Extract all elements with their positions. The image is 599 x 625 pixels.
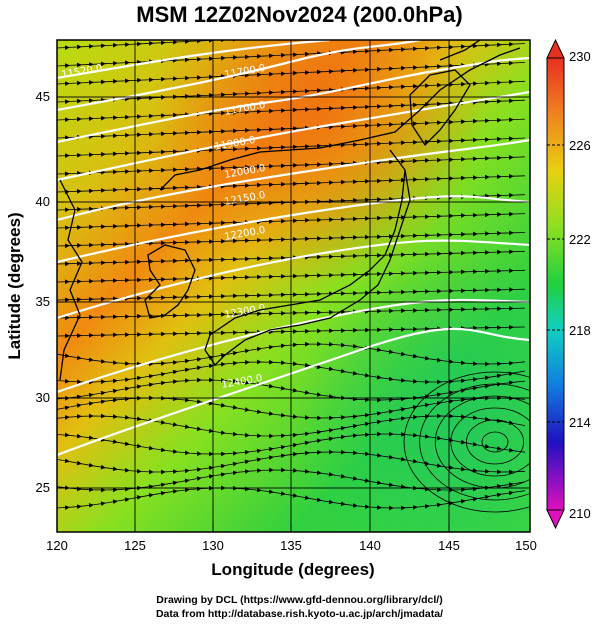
y-tick-label: 40 — [36, 194, 50, 209]
plot-frame — [56, 39, 531, 533]
x-tick-label: 140 — [359, 538, 381, 553]
y-tick-label: 45 — [36, 89, 50, 104]
x-tick-label: 145 — [438, 538, 460, 553]
y-ticks — [57, 96, 64, 489]
coastlines — [59, 40, 521, 381]
eddy-streamline — [403, 371, 530, 513]
x-tick-label: 130 — [202, 538, 224, 553]
x-axis-label: Longitude (degrees) — [211, 560, 374, 579]
colorbar-tick-label: 226 — [569, 138, 591, 153]
y-tick-label: 35 — [36, 294, 50, 309]
chart-title: MSM 12Z02Nov2024 (200.0hPa) — [136, 2, 463, 27]
y-axis-label: Latitude (degrees) — [5, 212, 24, 359]
eddy-streamline — [481, 431, 509, 453]
credit-data: Data from http://database.rish.kyoto-u.a… — [155, 608, 444, 620]
colorbar-tick-label: 218 — [569, 323, 591, 338]
height-contours — [57, 40, 530, 457]
credit-drawing: Drawing by DCL (https://www.gfd-dennou.o… — [156, 594, 443, 606]
y-tick-label: 30 — [36, 390, 50, 405]
temperature-field: 11520.0 11700.011700.011900.012000.012150… — [57, 40, 530, 532]
x-tick-label: 120 — [46, 538, 68, 553]
x-tick-label: 135 — [280, 538, 302, 553]
x-ticks — [56, 525, 531, 532]
eddy-streamline — [465, 419, 524, 465]
graticule — [57, 40, 530, 532]
x-tick-label: 125 — [124, 538, 146, 553]
eddy-streamline — [450, 407, 530, 477]
colorbar — [546, 38, 565, 530]
colorbar-tick-label: 214 — [569, 415, 591, 430]
y-tick-label: 25 — [36, 480, 50, 495]
eddy-streamline — [419, 383, 530, 501]
x-tick-label: 150 — [515, 538, 537, 553]
colorbar-tick-label: 222 — [569, 232, 591, 247]
colorbar-tick-label: 230 — [569, 49, 591, 64]
colorbar-tick-label: 210 — [569, 506, 591, 521]
